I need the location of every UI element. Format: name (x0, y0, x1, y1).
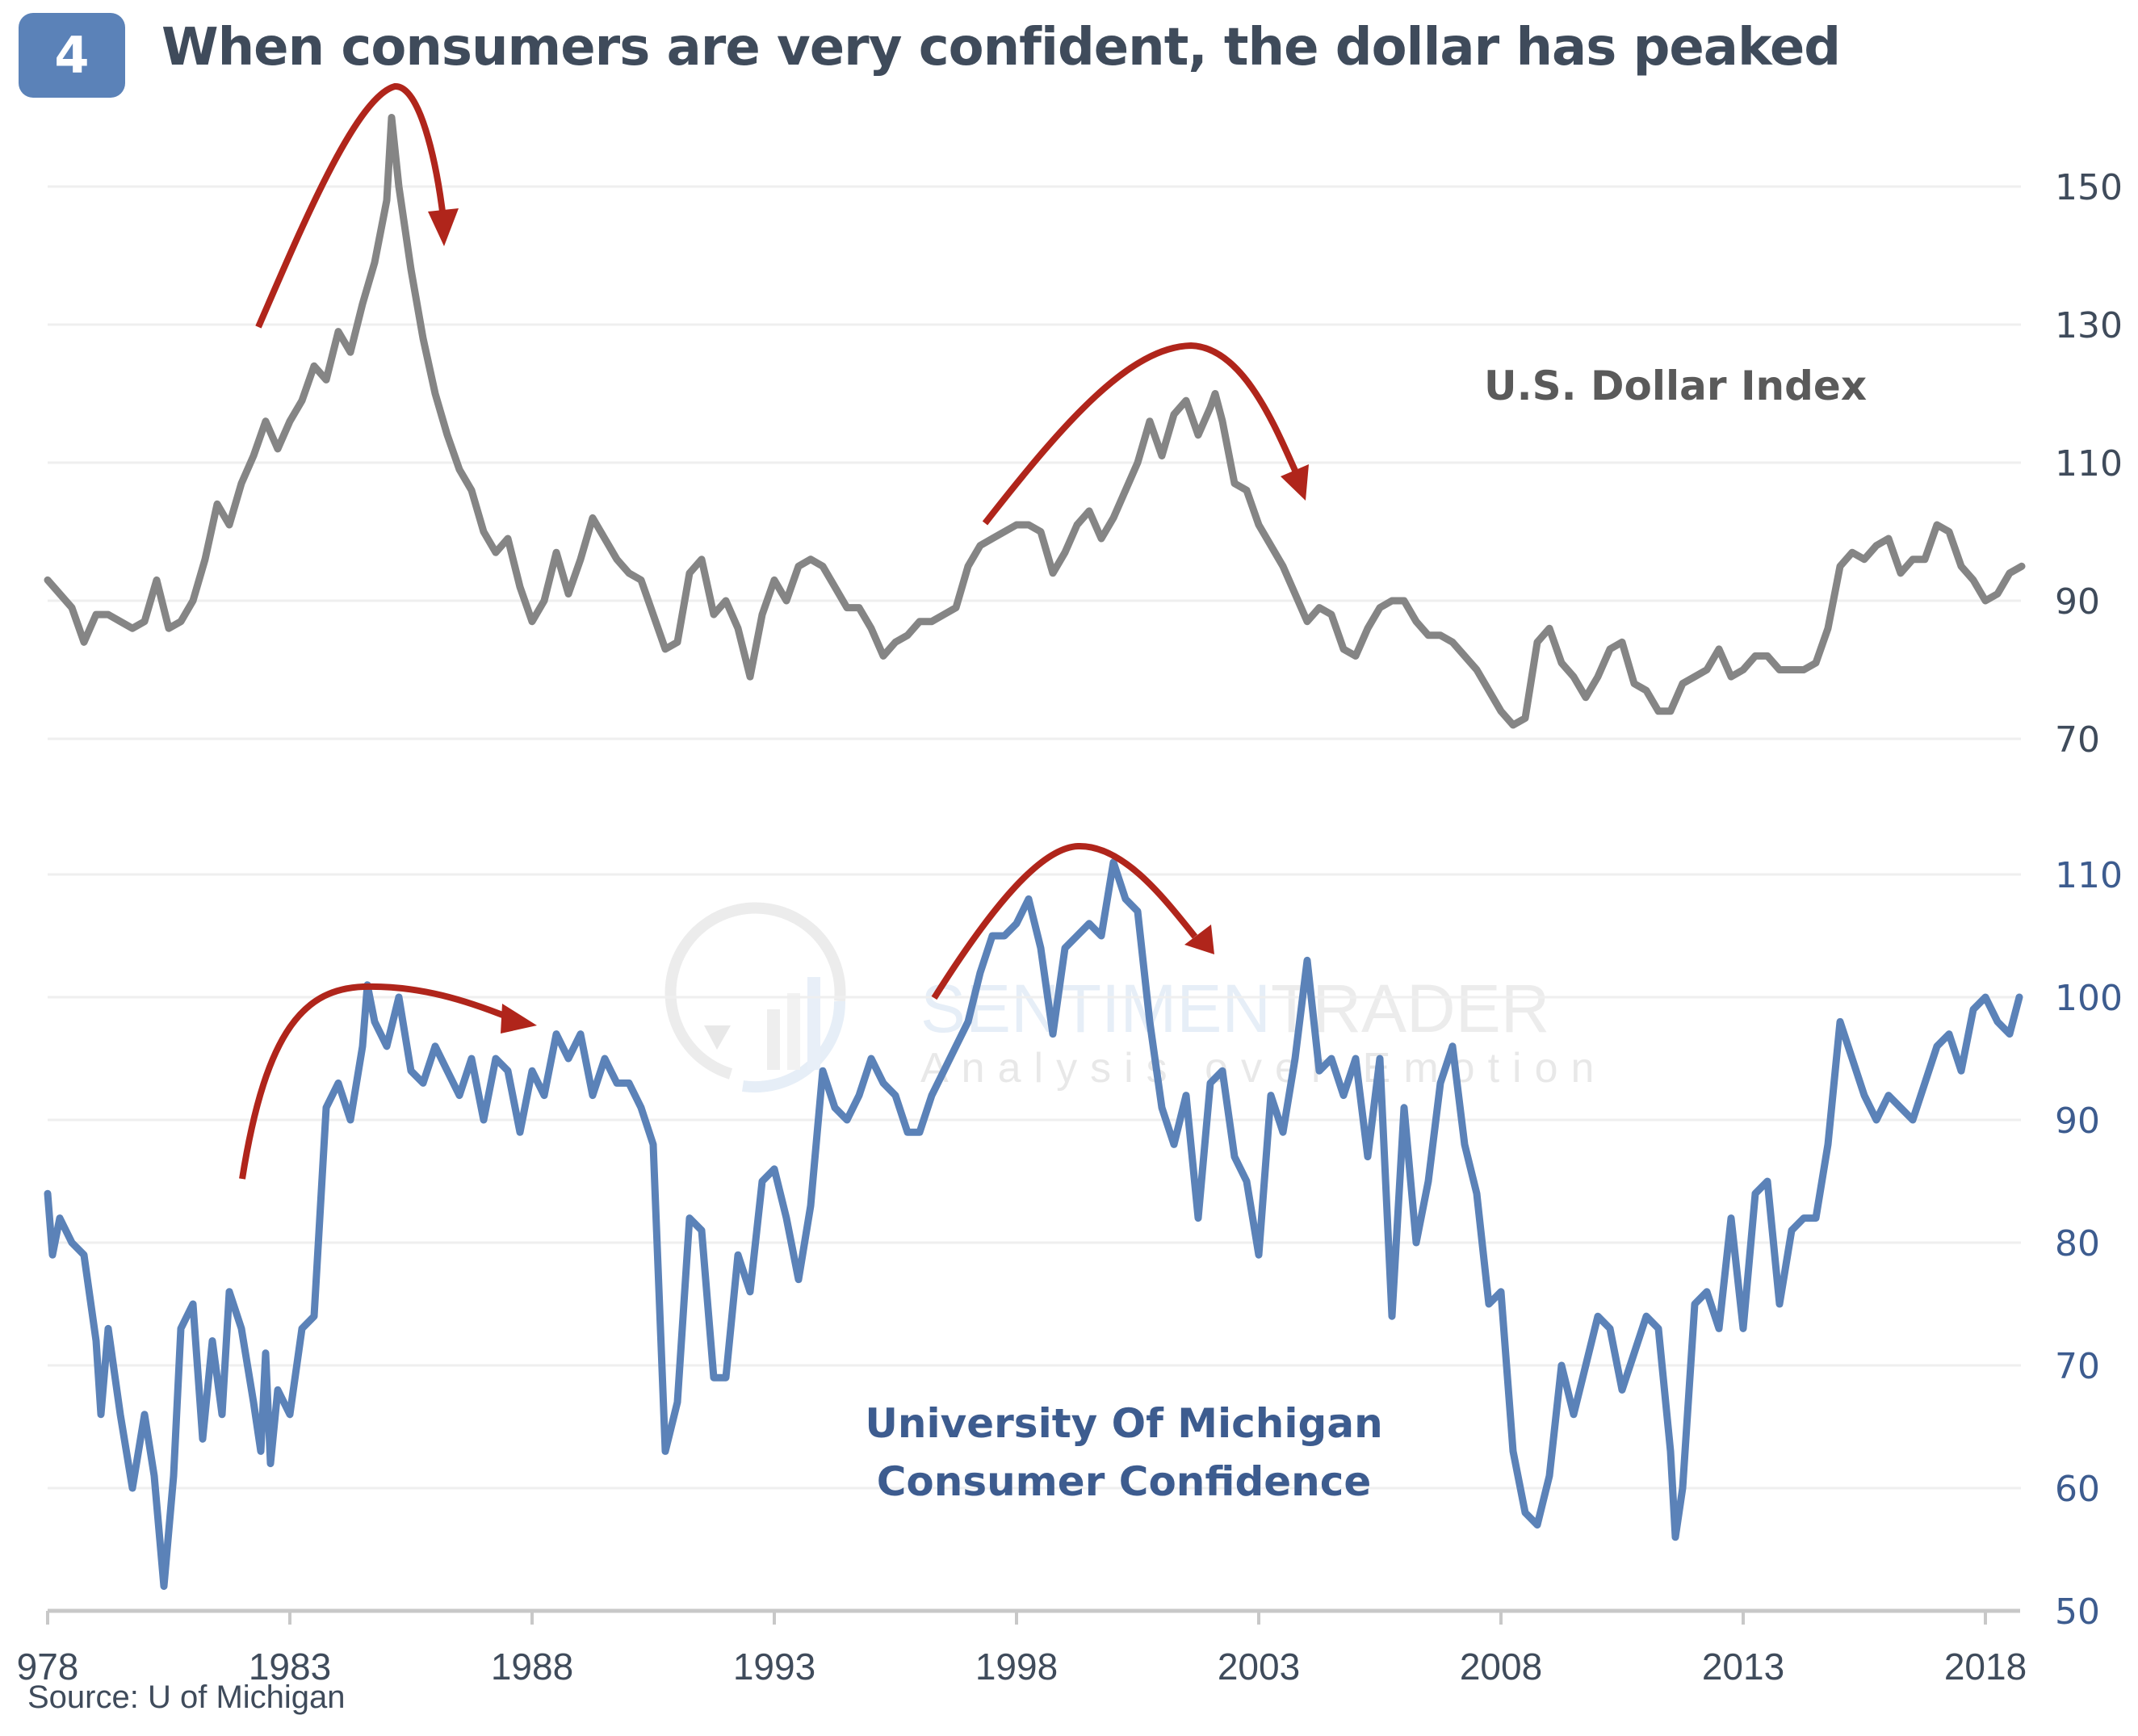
annotation-arrow-dollar-2001 (982, 342, 1309, 526)
annotation-arrow-confidence-1985 (239, 983, 537, 1180)
x-axis: 978 1983 1988 1993 1998 2003 2008 2013 2018 (17, 1608, 2027, 1688)
series-label-dollar-index: U.S. Dollar Index (1484, 363, 1867, 409)
x-tick-label: 1983 (249, 1646, 331, 1688)
watermark-brand: SENTIMENTRADER (920, 971, 1549, 1046)
badge-number: 4 (54, 26, 90, 85)
x-tick-label: 978 (17, 1646, 79, 1688)
series-label-confidence-line2: Consumer Confidence (877, 1458, 1372, 1505)
y-tick-label-confidence: 100 (2055, 978, 2123, 1019)
y-tick-label-dollar: 90 (2055, 581, 2100, 623)
x-tick-label: 2018 (1944, 1646, 2027, 1688)
y-axis-dollar: 70 90 110 130 150 (2055, 167, 2123, 761)
watermark-tagline: Analysis over Emotion (920, 1045, 1607, 1092)
source-note: Source: U of Michigan (27, 1679, 346, 1715)
annotation-arrows (239, 83, 1309, 1180)
watermark: SENTIMENTRADER Analysis over Emotion (664, 902, 1607, 1093)
x-tick-label: 2008 (1460, 1646, 1542, 1688)
x-tick-label: 1998 (975, 1646, 1058, 1688)
series-label-confidence-line1: University Of Michigan (865, 1400, 1382, 1447)
chart-number-badge: 4 (19, 13, 125, 98)
y-axis-confidence: 50 60 70 80 90 100 110 (2055, 855, 2123, 1633)
y-tick-label-dollar: 130 (2055, 305, 2123, 346)
y-tick-label-confidence: 80 (2055, 1223, 2100, 1264)
annotation-arrow-dollar-1985 (255, 83, 459, 329)
annotation-arrow-confidence-2000 (931, 842, 1214, 1000)
watermark-logo-icon (664, 902, 846, 1093)
y-tick-label-dollar: 150 (2055, 167, 2123, 208)
x-tick-label: 2003 (1218, 1646, 1300, 1688)
series-line-consumer-confidence (44, 858, 2023, 1591)
y-tick-label-confidence: 90 (2055, 1101, 2100, 1142)
x-tick-label: 1988 (491, 1646, 573, 1688)
y-tick-label-dollar: 70 (2055, 719, 2100, 761)
chart-title: When consumers are very confident, the d… (161, 18, 1841, 78)
y-tick-label-dollar: 110 (2055, 443, 2123, 484)
y-tick-label-confidence: 50 (2055, 1591, 2100, 1633)
y-tick-label-confidence: 110 (2055, 855, 2123, 896)
y-tick-label-confidence: 70 (2055, 1346, 2100, 1387)
gridlines (48, 185, 2021, 1490)
y-tick-label-confidence: 60 (2055, 1469, 2100, 1510)
x-tick-label: 2013 (1702, 1646, 1784, 1688)
series-line-dollar-index (44, 114, 2026, 729)
x-tick-label: 1993 (733, 1646, 815, 1688)
